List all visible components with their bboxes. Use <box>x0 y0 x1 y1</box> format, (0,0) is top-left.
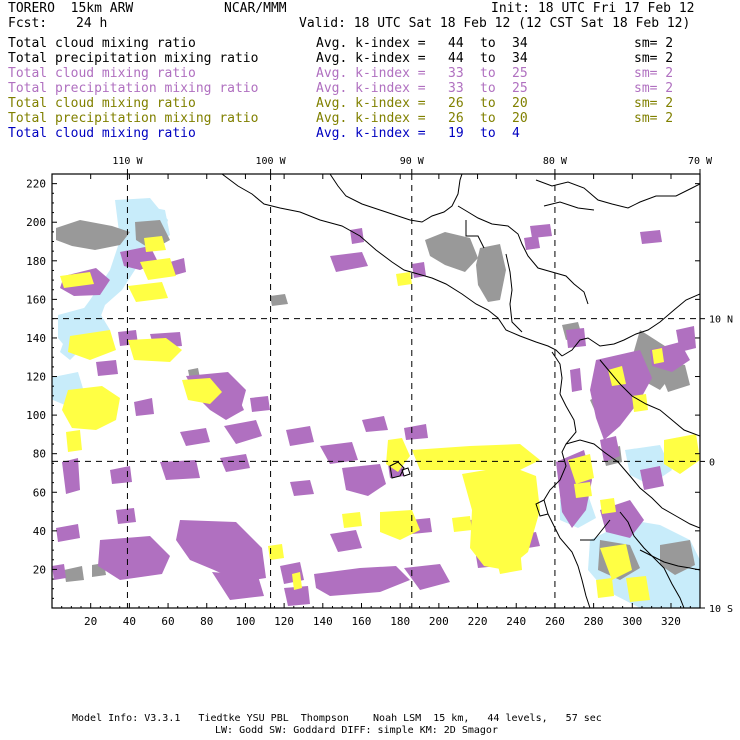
latitude-labels: 10 N 0 10 S <box>700 315 733 615</box>
lon-label: 110 W <box>112 156 143 167</box>
init-time: Init: 18 UTC Fri 17 Feb 12 <box>491 1 695 16</box>
legend-avg: Avg. k-index = <box>316 96 426 111</box>
y-tick-label: 20 <box>33 563 46 576</box>
lon-label: 70 W <box>688 156 713 167</box>
legend-from: 19 <box>448 126 464 141</box>
y-tick-label: 200 <box>26 216 46 229</box>
y-tick-label: 160 <box>26 293 46 306</box>
x-axis: 20 40 60 80 100 120 140 160 180 200 220 240 260 280 30… <box>61 174 691 628</box>
legend-to: 4 <box>512 126 520 141</box>
lat-label: 10 S <box>709 604 733 615</box>
legend-sm: sm= 2 <box>634 111 674 126</box>
legend-sm: sm= 2 <box>634 36 674 51</box>
lon-label: 100 W <box>256 156 287 167</box>
legend-avg: Avg. k-index = <box>316 36 426 51</box>
legend-to-word: to <box>480 81 496 96</box>
x-tick-label: 100 <box>235 615 255 628</box>
legend-field: Total precipitation mixing ratio <box>8 51 259 66</box>
model-title: TORERO 15km ARW <box>8 1 134 16</box>
valid-time: Valid: 18 UTC Sat 18 Feb 12 (12 CST Sat … <box>299 16 691 31</box>
legend-sm: sm= 2 <box>634 81 674 96</box>
legend-avg: Avg. k-index = <box>316 66 426 81</box>
x-tick-label: 20 <box>84 615 97 628</box>
legend-field: Total cloud mixing ratio <box>8 96 196 111</box>
legend-to: 25 <box>512 66 528 81</box>
x-tick-label: 200 <box>429 615 449 628</box>
y-tick-label: 100 <box>26 409 46 422</box>
legend-field: Total cloud mixing ratio <box>8 66 196 81</box>
x-tick-label: 180 <box>390 615 410 628</box>
plot-frame <box>51 173 701 609</box>
x-tick-label: 40 <box>123 615 136 628</box>
y-tick-label: 80 <box>33 448 46 461</box>
legend-from: 44 <box>448 51 464 66</box>
legend-avg: Avg. k-index = <box>316 51 426 66</box>
y-tick-label: 40 <box>33 525 46 538</box>
legend-from: 44 <box>448 36 464 51</box>
legend-to-word: to <box>480 126 496 141</box>
legend-to: 20 <box>512 111 528 126</box>
model-info: Model Info: V3.3.1 Tiedtke YSU PBL Thomp… <box>72 713 602 724</box>
legend-to-word: to <box>480 66 496 81</box>
legend-from: 26 <box>448 111 464 126</box>
legend-avg: Avg. k-index = <box>316 81 426 96</box>
legend-field: Total cloud mixing ratio <box>8 36 196 51</box>
x-tick-label: 220 <box>468 615 488 628</box>
galapagos-islands <box>389 461 411 479</box>
legend-to: 20 <box>512 96 528 111</box>
lon-label: 90 W <box>400 156 425 167</box>
forecast-hour: 24 h <box>76 16 108 31</box>
legend-from: 33 <box>448 66 464 81</box>
legend-sm: sm= 2 <box>634 96 674 111</box>
x-tick-label: 280 <box>584 615 604 628</box>
x-tick-label: 60 <box>161 615 174 628</box>
longitude-labels: 110 W 100 W 90 W 80 W 70 W <box>112 156 713 174</box>
y-axis: 20 40 60 80 100 120 140 160 180 200 220 <box>26 178 700 599</box>
x-tick-label: 240 <box>506 615 526 628</box>
y-tick-label: 140 <box>26 332 46 345</box>
legend-to-word: to <box>480 51 496 66</box>
y-tick-label: 180 <box>26 255 46 268</box>
legend-to: 25 <box>512 81 528 96</box>
legend-avg: Avg. k-index = <box>316 111 426 126</box>
legend-field: Total cloud mixing ratio <box>8 126 196 141</box>
forecast-label: Fcst: <box>8 16 48 31</box>
legend-from: 26 <box>448 96 464 111</box>
legend-avg: Avg. k-index = <box>316 126 426 141</box>
cloud-fields <box>52 198 700 608</box>
x-tick-label: 320 <box>661 615 681 628</box>
x-tick-label: 260 <box>545 615 565 628</box>
lat-lon-gridlines <box>52 174 700 608</box>
physics-info: LW: Godd SW: Goddard DIFF: simple KM: 2D… <box>215 725 498 736</box>
legend-field: Total precipitation mixing ratio <box>8 81 259 96</box>
coastlines <box>221 174 700 608</box>
legend-to-word: to <box>480 111 496 126</box>
legend-to-word: to <box>480 96 496 111</box>
legend-field: Total precipitation mixing ratio <box>8 111 259 126</box>
x-tick-label: 160 <box>352 615 372 628</box>
x-tick-label: 120 <box>274 615 294 628</box>
y-tick-label: 220 <box>26 178 46 191</box>
lon-label: 80 W <box>543 156 568 167</box>
legend-sm: sm= 2 <box>634 51 674 66</box>
x-tick-label: 140 <box>313 615 333 628</box>
lat-label: 0 <box>709 457 715 468</box>
y-tick-label: 60 <box>33 486 46 499</box>
legend-to: 34 <box>512 51 528 66</box>
organization-label: NCAR/MMM <box>224 1 287 16</box>
lat-label: 10 N <box>709 315 733 326</box>
y-tick-label: 120 <box>26 371 46 384</box>
legend-sm: sm= 2 <box>634 66 674 81</box>
legend-to: 34 <box>512 36 528 51</box>
x-tick-label: 80 <box>200 615 213 628</box>
legend-to-word: to <box>480 36 496 51</box>
legend-from: 33 <box>448 81 464 96</box>
x-tick-label: 300 <box>622 615 642 628</box>
